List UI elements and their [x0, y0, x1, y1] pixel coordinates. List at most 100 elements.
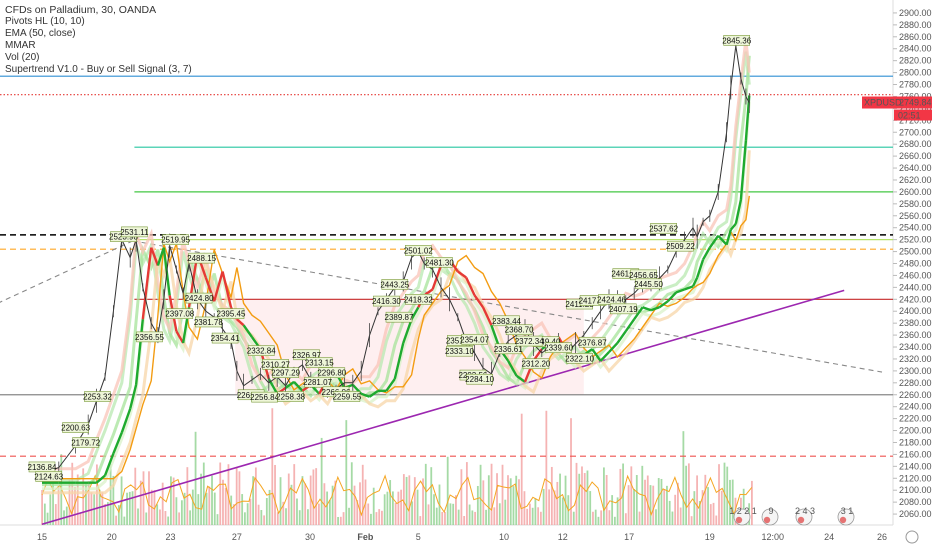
pivot-label-box	[466, 373, 493, 385]
volume-bar	[142, 471, 145, 525]
pivot-label-box	[72, 437, 99, 448]
volume-bar	[751, 480, 753, 525]
x-tick-label: 19	[705, 532, 715, 542]
supertrend-segment	[599, 351, 610, 362]
y-tick-label: 2520.00	[899, 235, 932, 245]
volume-bar	[698, 501, 701, 525]
pivot-label: 2381.78	[194, 316, 223, 328]
last-price-tag[interactable]	[862, 96, 932, 109]
pivot-label: 2136.84	[28, 461, 57, 473]
y-tick-label: 2660.00	[899, 151, 932, 161]
pivot-label-box	[277, 391, 304, 402]
volume-bar	[180, 500, 183, 525]
volume-bar	[222, 479, 224, 525]
pivot-label-text: 2456.65	[629, 271, 658, 280]
pivot-label: 2424.46	[597, 293, 627, 305]
volume-bar	[334, 480, 337, 525]
pivot-label-text: 2418.32	[404, 295, 433, 304]
volume-bar	[589, 491, 592, 525]
volume-bar	[268, 489, 271, 525]
trendline-0[interactable]	[41, 289, 845, 525]
y-tick-label: 2780.00	[899, 80, 932, 90]
x-tick-label: 24	[824, 532, 834, 542]
volume-bar	[342, 512, 345, 525]
pivot-label: 2418.32	[404, 293, 433, 305]
chart-title: CFDs on Palladium, 30, OANDA	[5, 4, 157, 16]
legend-item-supertrend[interactable]: Supertrend V1.0 - Buy or Sell Signal (3,…	[5, 64, 192, 75]
mmar-ribbon-line	[42, 150, 751, 495]
pivot-label-box	[136, 331, 163, 343]
volume-bar	[444, 512, 446, 525]
volume-bar	[498, 503, 501, 525]
pivot-label: 2284.10	[465, 373, 495, 385]
y-tick-label: 2420.00	[899, 294, 932, 304]
legend-item-ema[interactable]: EMA (50, close)	[5, 28, 76, 39]
pivot-label: 2488.15	[187, 252, 217, 264]
legend-item-volume[interactable]: Vol (20)	[5, 52, 40, 63]
volume-bar	[183, 492, 186, 525]
volume-bar	[460, 469, 463, 525]
volume-bar	[337, 516, 339, 525]
supertrend-segment	[221, 271, 233, 308]
volume-bar	[575, 462, 578, 525]
pivot-label-box	[35, 471, 63, 482]
supertrend-segment	[368, 389, 379, 398]
volume-bar	[734, 497, 737, 525]
volume-bar	[537, 507, 540, 525]
pivot-label: 2509.22	[666, 240, 695, 252]
volume-bar	[463, 516, 466, 525]
volume-bar	[164, 511, 167, 525]
pivot-label-box	[385, 311, 413, 323]
supertrend-segment	[684, 285, 694, 291]
volume-bar	[674, 494, 677, 525]
volume-bar	[518, 479, 520, 525]
trendline-2[interactable]	[0, 240, 133, 341]
supertrend-segment	[739, 140, 748, 201]
volume-bar	[260, 510, 263, 525]
volume-bar	[265, 498, 268, 525]
volume-bar	[550, 466, 553, 525]
y-tick-label: 2580.00	[899, 199, 932, 209]
pivot-label: 2445.50	[634, 278, 663, 290]
volume-bar	[479, 464, 482, 525]
supertrend-segment	[650, 306, 660, 312]
trendline-1[interactable]	[132, 240, 883, 373]
y-tick-label: 2260.00	[899, 390, 932, 400]
y-tick-label: 2380.00	[899, 318, 932, 328]
pivot-label-box	[566, 353, 593, 364]
pivot-label-box	[211, 332, 239, 344]
pivot-label: 2368.70	[505, 324, 534, 336]
volume-bar	[383, 494, 386, 525]
supertrend-segment	[608, 342, 619, 353]
pivot-label-box	[446, 345, 473, 357]
volume-bar	[635, 475, 638, 525]
volume-bar	[611, 495, 614, 525]
event-badge-label: 3 1	[841, 506, 854, 516]
pivot-label-text: 2424.80	[185, 294, 214, 303]
y-tick-label: 2800.00	[899, 68, 932, 78]
tradingview-logo-icon[interactable]	[905, 530, 919, 544]
volume-bar	[561, 497, 564, 525]
volume-bar	[441, 511, 444, 525]
pivot-label-text: 2326.97	[292, 351, 321, 360]
volume-bar	[290, 484, 293, 525]
volume-bar	[512, 486, 515, 525]
y-tick-label: 2400.00	[899, 306, 932, 316]
x-tick-label: 17	[624, 532, 634, 542]
volume-bar	[633, 488, 635, 525]
volume-bar	[539, 511, 542, 525]
supertrend-segment	[360, 392, 371, 398]
volume-bar	[271, 408, 274, 525]
x-tick-label: Feb	[357, 532, 374, 542]
volume-bar	[594, 509, 597, 525]
pivot-label: 2424.80	[185, 292, 214, 304]
pivot-label-text: 2395.45	[217, 310, 246, 319]
legend-item-pivots[interactable]: Pivots HL (10, 10)	[5, 16, 85, 27]
pivot-label-box	[723, 35, 750, 46]
volume-bar	[465, 462, 468, 525]
pivot-label-text: 2339.60	[544, 344, 573, 353]
volume-bar	[548, 489, 550, 525]
volume-bar	[490, 463, 493, 525]
legend-item-mmar[interactable]: MMAR	[5, 40, 36, 51]
